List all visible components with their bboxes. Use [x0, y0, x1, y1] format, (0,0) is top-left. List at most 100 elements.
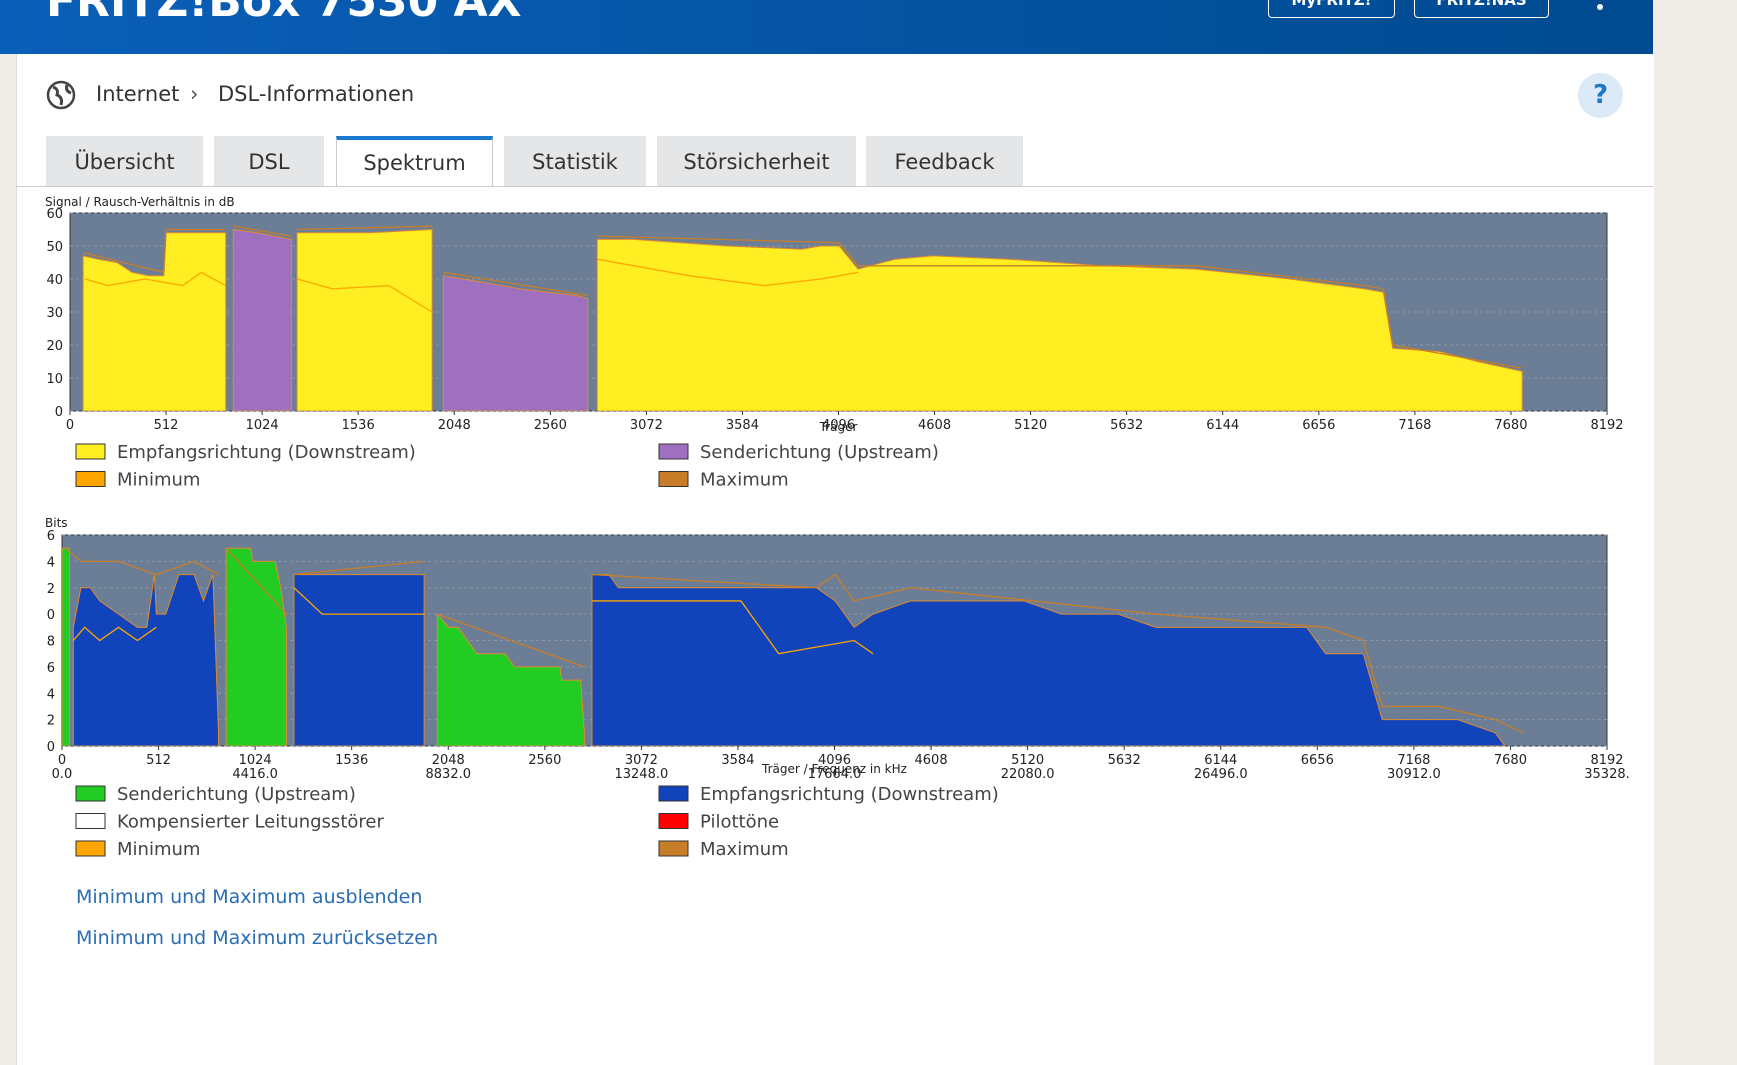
y-tick-label: 6: [47, 529, 55, 544]
x-tick-label: 6656: [1302, 418, 1335, 433]
breadcrumb-item[interactable]: Internet: [96, 82, 180, 106]
x-tick-label: 3072: [630, 418, 663, 433]
x-tick-label: 2048: [438, 418, 471, 433]
breadcrumb-separator: ›: [190, 82, 199, 106]
legend-swatch: [75, 840, 106, 857]
x-axis-label: Träger: [819, 420, 858, 434]
series-area: [82, 228, 1523, 411]
hide-minmax-link[interactable]: Minimum und Maximum ausblenden: [76, 886, 423, 908]
y-tick-label: 8: [47, 635, 55, 650]
y-tick-label: 20: [46, 339, 63, 354]
y-tick-label: 0: [47, 608, 55, 623]
x-tick-label: 3584: [721, 753, 754, 768]
tab[interactable]: Feedback: [866, 136, 1023, 186]
y-axis-label: Signal / Rausch-Verhältnis in dB: [45, 195, 235, 209]
x-tick-label: 0: [66, 418, 74, 433]
fritznas-button[interactable]: FRITZ!NAS: [1414, 0, 1549, 18]
x-tick-label: 512: [146, 753, 171, 768]
x-tick-label: 7168: [1398, 418, 1431, 433]
plot: [62, 547, 1524, 746]
tab-underline: [16, 186, 1653, 187]
x2-tick-label: 8832.0: [426, 767, 472, 782]
series-area: [232, 228, 589, 411]
x2-tick-label: 17664.0: [808, 767, 862, 782]
legend-label: Minimum: [117, 839, 200, 860]
y-axis-label: Bits: [45, 516, 68, 530]
x2-tick-label: 30912.0: [1387, 767, 1441, 782]
series-line: [72, 587, 874, 655]
x-tick-label: 0: [58, 753, 66, 768]
x-tick-label: 1024: [239, 753, 272, 768]
y-tick-label: 4: [47, 555, 55, 570]
globe-icon: [46, 80, 76, 110]
legend-swatch: [75, 443, 106, 460]
legend-label: Pilottöne: [700, 812, 779, 833]
y-tick-label: 10: [46, 372, 63, 387]
x-tick-label: 4608: [918, 418, 951, 433]
x-tick-label: 7680: [1494, 753, 1527, 768]
help-button[interactable]: ?: [1578, 73, 1623, 118]
header-title: FRITZ!Box 7530 AX: [46, 0, 522, 27]
x-tick-label: 1536: [342, 418, 375, 433]
y-tick-label: 2: [47, 714, 55, 729]
x-tick-label: 4096: [822, 418, 855, 433]
x-tick-label: 8192: [1590, 753, 1623, 768]
breadcrumb-item: DSL-Informationen: [218, 82, 415, 106]
x-tick-label: 5120: [1011, 753, 1044, 768]
x-tick-label: 2048: [432, 753, 465, 768]
legend-swatch: [658, 840, 689, 857]
y-tick-label: 2: [47, 582, 55, 597]
reset-minmax-link[interactable]: Minimum und Maximum zurücksetzen: [76, 927, 438, 949]
x-tick-label: 1024: [246, 418, 279, 433]
series-line: [82, 225, 1523, 369]
series-area: [62, 547, 585, 746]
x-tick-label: 2560: [534, 418, 567, 433]
legend-swatch: [75, 785, 106, 802]
legend-swatch: [658, 443, 689, 460]
x-tick-label: 4096: [818, 753, 851, 768]
x-tick-label: 1536: [335, 753, 368, 768]
legend-label: Senderichtung (Upstream): [117, 784, 356, 805]
menu-dot[interactable]: [1597, 4, 1603, 10]
x2-tick-label: 35328.: [1584, 767, 1630, 782]
legend-swatch: [658, 785, 689, 802]
series-line: [65, 547, 1524, 734]
y-tick-label: 0: [47, 740, 55, 755]
plot: [82, 225, 1523, 411]
x-tick-label: 512: [154, 418, 179, 433]
x-tick-label: 7680: [1494, 418, 1527, 433]
x-tick-label: 7168: [1397, 753, 1430, 768]
tab[interactable]: Statistik: [504, 136, 646, 186]
x-tick-label: 4608: [915, 753, 948, 768]
x-tick-label: 3584: [726, 418, 759, 433]
x-tick-label: 6144: [1204, 753, 1237, 768]
y-tick-label: 40: [46, 273, 63, 288]
x2-tick-label: 4416.0: [232, 767, 278, 782]
y-tick-label: 6: [47, 661, 55, 676]
tab[interactable]: DSL: [214, 136, 324, 186]
x-tick-label: 5632: [1110, 418, 1143, 433]
x2-tick-label: 13248.0: [614, 767, 668, 782]
myfritz-button[interactable]: MyFRITZ!: [1268, 0, 1395, 18]
y-tick-label: 0: [55, 405, 63, 420]
x2-tick-label: 26496.0: [1194, 767, 1248, 782]
x-tick-label: 6656: [1301, 753, 1334, 768]
tab[interactable]: Übersicht: [46, 136, 203, 186]
legend-swatch: [75, 813, 106, 829]
legend-swatch: [75, 471, 106, 487]
tab[interactable]: Spektrum: [336, 136, 493, 186]
x2-tick-label: 0.0: [52, 767, 73, 782]
y-tick-label: 50: [46, 240, 63, 255]
x-axis-label: Träger / Frequenz in kHz: [761, 762, 907, 776]
header: FRITZ!Box 7530 AX MyFRITZ! FRITZ!NAS: [0, 0, 1653, 54]
legend-label: Senderichtung (Upstream): [700, 442, 939, 463]
legend-label: Kompensierter Leitungsstörer: [117, 812, 384, 833]
legend-swatch: [658, 471, 689, 487]
tab[interactable]: Störsicherheit: [657, 136, 856, 186]
series-line: [84, 258, 859, 313]
x-tick-label: 2560: [528, 753, 561, 768]
x2-tick-label: 22080.0: [1001, 767, 1055, 782]
x-tick-label: 5120: [1014, 418, 1047, 433]
y-tick-label: 4: [47, 687, 55, 702]
x-tick-label: 3072: [625, 753, 658, 768]
